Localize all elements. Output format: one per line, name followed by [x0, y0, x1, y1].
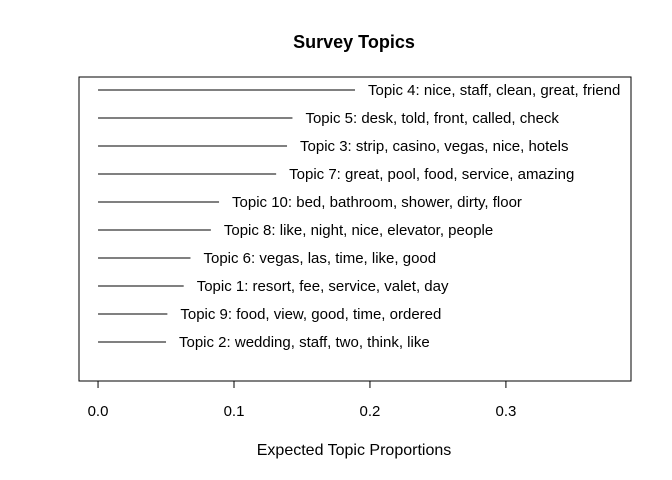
- bar-label: Topic 6: vegas, las, time, like, good: [203, 250, 436, 267]
- chart-title: Survey Topics: [293, 32, 415, 52]
- x-tick-label: 0.2: [360, 403, 381, 420]
- x-axis: 0.0 0.1 0.2 0.3: [88, 380, 516, 420]
- bar-group: Topic 4: nice, staff, clean, great, frie…: [98, 82, 620, 351]
- x-tick-label: 0.1: [224, 403, 245, 420]
- bar-label: Topic 3: strip, casino, vegas, nice, hot…: [300, 138, 568, 155]
- x-axis-label: Expected Topic Proportions: [257, 442, 451, 459]
- bar-label: Topic 5: desk, told, front, called, chec…: [305, 110, 559, 127]
- bar-label: Topic 7: great, pool, food, service, ama…: [289, 166, 574, 183]
- bar-label: Topic 1: resort, fee, service, valet, da…: [197, 278, 449, 295]
- bar-label: Topic 4: nice, staff, clean, great, frie…: [368, 82, 620, 99]
- bar-label: Topic 10: bed, bathroom, shower, dirty, …: [232, 194, 522, 211]
- bar-label: Topic 9: food, view, good, time, ordered: [180, 306, 441, 323]
- bar-label: Topic 8: like, night, nice, elevator, pe…: [224, 222, 493, 239]
- x-tick-label: 0.0: [88, 403, 109, 420]
- bar-label: Topic 2: wedding, staff, two, think, lik…: [179, 334, 430, 351]
- x-tick-label: 0.3: [495, 403, 516, 420]
